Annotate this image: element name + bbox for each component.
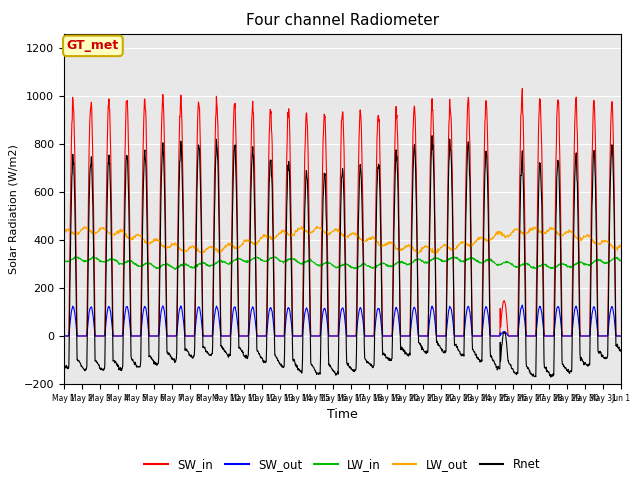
Line: SW_in: SW_in bbox=[64, 88, 621, 336]
Rnet bbox=[547, 374, 555, 380]
SW_out bbox=[518, 302, 526, 308]
LW_out bbox=[160, 243, 168, 249]
Line: Rnet: Rnet bbox=[64, 136, 621, 377]
Rnet bbox=[160, 164, 168, 170]
Y-axis label: Solar Radiation (W/m2): Solar Radiation (W/m2) bbox=[8, 144, 18, 274]
Rnet bbox=[543, 368, 551, 374]
LW_out bbox=[433, 250, 441, 256]
LW_out bbox=[617, 242, 625, 248]
SW_in bbox=[271, 333, 279, 339]
SW_in bbox=[481, 115, 489, 121]
LW_in bbox=[544, 264, 552, 269]
Rnet bbox=[171, 358, 179, 364]
LW_out bbox=[60, 228, 68, 234]
SW_out bbox=[481, 306, 489, 312]
SW_out bbox=[221, 333, 228, 339]
SW_out bbox=[160, 306, 168, 312]
SW_out bbox=[617, 333, 625, 339]
SW_in bbox=[160, 119, 168, 124]
Text: GT_met: GT_met bbox=[67, 39, 119, 52]
SW_in bbox=[518, 85, 526, 91]
Rnet bbox=[617, 348, 625, 354]
Rnet bbox=[428, 133, 436, 139]
SW_out bbox=[271, 333, 279, 339]
LW_in bbox=[272, 254, 280, 260]
Rnet bbox=[482, 150, 490, 156]
SW_out bbox=[60, 333, 68, 339]
LW_in bbox=[617, 257, 625, 263]
SW_in bbox=[171, 333, 179, 339]
Line: LW_out: LW_out bbox=[64, 227, 621, 253]
X-axis label: Time: Time bbox=[327, 408, 358, 421]
LW_out bbox=[313, 224, 321, 229]
Title: Four channel Radiometer: Four channel Radiometer bbox=[246, 13, 439, 28]
LW_in bbox=[221, 259, 229, 264]
Rnet bbox=[271, 352, 279, 358]
Line: LW_in: LW_in bbox=[64, 257, 621, 269]
SW_in bbox=[617, 333, 625, 339]
SW_out bbox=[171, 333, 179, 339]
LW_out bbox=[271, 235, 279, 241]
LW_in bbox=[171, 266, 179, 272]
SW_out bbox=[543, 333, 551, 339]
LW_out bbox=[221, 245, 228, 251]
LW_in bbox=[60, 258, 68, 264]
LW_in bbox=[450, 254, 458, 260]
LW_out bbox=[171, 241, 179, 247]
LW_in bbox=[482, 258, 490, 264]
LW_out bbox=[544, 228, 552, 233]
Legend: SW_in, SW_out, LW_in, LW_out, Rnet: SW_in, SW_out, LW_in, LW_out, Rnet bbox=[140, 453, 545, 475]
LW_in bbox=[160, 262, 168, 267]
LW_in bbox=[172, 266, 179, 272]
SW_in bbox=[543, 333, 551, 339]
LW_out bbox=[482, 237, 490, 243]
SW_in bbox=[60, 333, 68, 339]
SW_in bbox=[221, 333, 228, 339]
Rnet bbox=[60, 363, 68, 369]
Rnet bbox=[221, 348, 228, 353]
Line: SW_out: SW_out bbox=[64, 305, 621, 336]
